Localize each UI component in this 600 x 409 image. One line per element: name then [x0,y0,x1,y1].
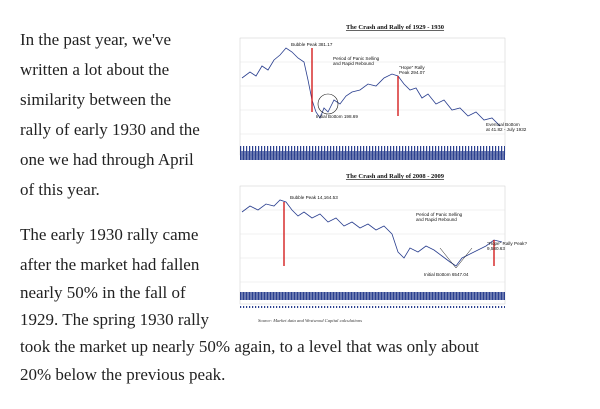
text-line: similarity between the [20,90,171,109]
text-line: one we had through April [20,150,194,169]
annotation: Bubble Peak 381.17 [291,42,333,47]
annotation: Initial Bottom 6547.04 [424,272,469,277]
annotation: Eventual Bottom [486,122,520,127]
volume-bars [240,292,505,308]
plot-area [239,37,506,156]
annotation: Bubble Peak 14,164.53 [290,195,338,200]
text-line: written a lot about the [20,60,169,79]
annotation: Period of Panic Selling [333,56,380,61]
text-line: In the past year, we've [20,30,171,49]
text-line: 1929. The spring 1930 rally [20,310,210,329]
text-line: of this year. [20,180,100,199]
annotation: at 41.82 - July 1932 [486,127,527,132]
text-line: rally of early 1930 and the [20,120,200,139]
plot-area [239,185,506,305]
chart-1929: Bubble Peak 381.17 Period of Panic Selli… [239,37,527,160]
annotation: and Rapid Rebound [333,61,374,66]
annotation: Initial Bottom 198.69 [316,114,358,119]
bottom-circle [317,93,339,115]
text-line: 20% below the previous peak. [20,365,225,384]
annotation: "Hope" Rally [399,65,425,70]
volume-bars [240,144,505,160]
article-text: In the past year, we've written a lot abo… [20,30,479,384]
chart-title: The Crash and Rally of 2008 - 2009 [346,173,445,180]
annotation: 9,580.63 [487,246,505,251]
annotation: "Hope" Rally Peak? [487,241,527,246]
price-line [241,199,503,267]
bottom-marker [439,247,473,269]
chart-2008: Bubble Peak 14,164.53 Period of Panic Se… [239,185,527,308]
text-line: nearly 50% in the fall of [20,283,186,302]
price-line [241,47,501,127]
text-line: The early 1930 rally came [20,225,198,244]
annotation: Peak 294.07 [399,70,425,75]
annotation: and Rapid Rebound [416,217,457,222]
text-line: after the market had fallen [20,255,200,274]
figure: The Crash and Rally of 1929 - 1930 Bubbl… [232,20,527,332]
source-note: Source: Market data and Westwood Capital… [258,318,362,323]
chart-title: The Crash and Rally of 1929 - 1930 [346,24,444,31]
text-line: took the market up nearly 50% again, to … [20,337,479,356]
annotation: Period of Panic Selling [416,212,463,217]
